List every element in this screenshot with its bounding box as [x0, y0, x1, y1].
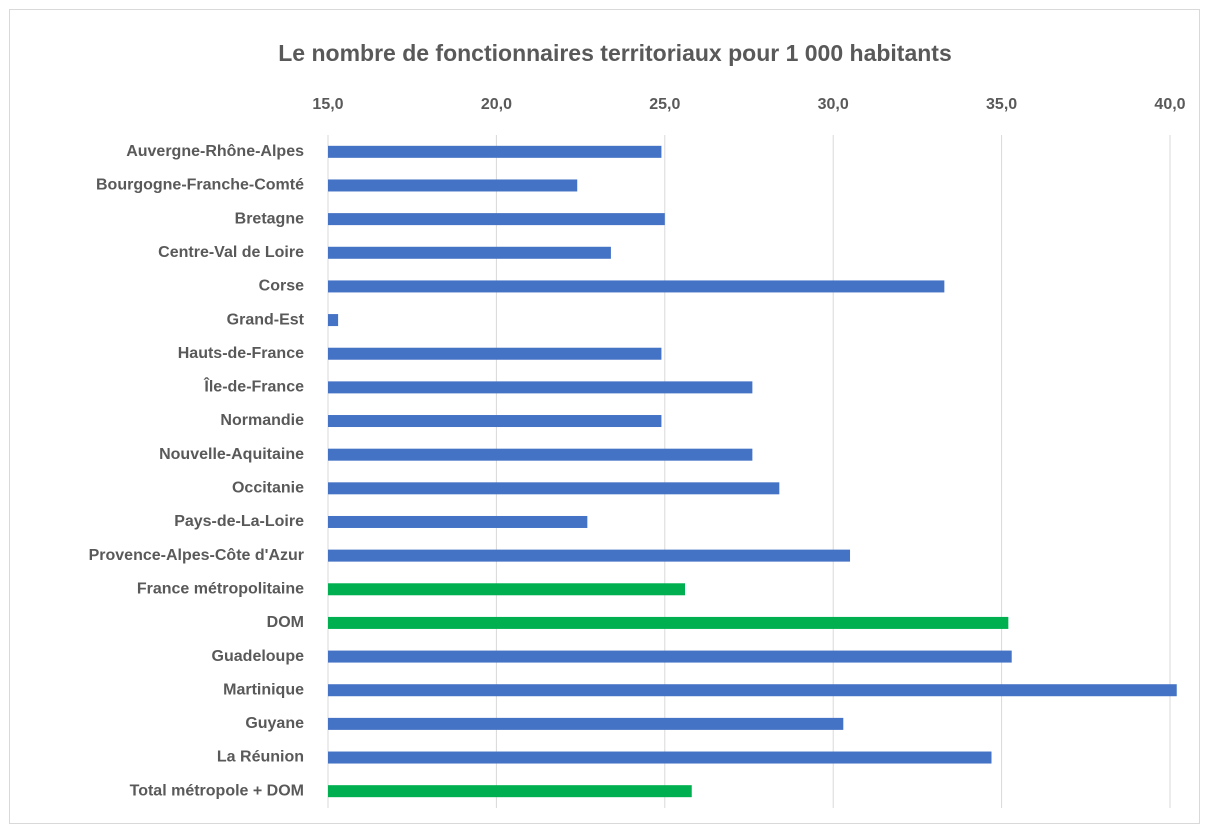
y-tick-label: France métropolitaine	[137, 580, 304, 597]
bar	[328, 145, 662, 158]
x-tick-label: 40,0	[1154, 96, 1185, 113]
y-tick-label: Bretagne	[235, 210, 304, 227]
bar	[328, 616, 1009, 629]
y-tick-label: Martinique	[223, 681, 304, 698]
y-tick-label: Île-de-France	[203, 377, 304, 396]
x-tick-label: 30,0	[818, 96, 849, 113]
bar	[328, 448, 753, 461]
bar	[328, 650, 1012, 663]
x-tick-label: 20,0	[481, 96, 512, 113]
y-tick-label: La Réunion	[217, 749, 304, 766]
bar	[328, 717, 844, 730]
x-tick-label: 15,0	[312, 96, 343, 113]
bar	[328, 583, 686, 596]
y-tick-label: Nouvelle-Aquitaine	[159, 446, 304, 463]
bar	[328, 381, 753, 394]
y-tick-label: Pays-de-La-Loire	[174, 513, 304, 530]
bar	[328, 246, 611, 259]
y-tick-label: Total métropole + DOM	[130, 782, 304, 799]
y-tick-label: Centre-Val de Loire	[158, 244, 304, 261]
x-tick-label: 25,0	[649, 96, 680, 113]
y-tick-label: DOM	[267, 614, 304, 631]
bar	[328, 482, 780, 495]
y-tick-label: Normandie	[220, 412, 304, 429]
bar	[328, 347, 662, 360]
y-tick-label: Guadeloupe	[212, 648, 305, 665]
bar	[328, 515, 588, 528]
y-tick-label: Grand-Est	[227, 311, 305, 328]
bar	[328, 785, 692, 798]
bar	[328, 415, 662, 428]
bar	[328, 549, 851, 562]
bar	[328, 179, 578, 192]
y-tick-label: Hauts-de-France	[178, 345, 304, 362]
bar	[328, 751, 992, 764]
x-tick-label: 35,0	[986, 96, 1017, 113]
y-tick-label: Guyane	[245, 715, 304, 732]
y-tick-label: Bourgogne-Franche-Comté	[96, 177, 304, 194]
bar	[328, 684, 1177, 697]
bar	[328, 280, 945, 293]
y-tick-label: Auvergne-Rhône-Alpes	[126, 143, 304, 160]
y-tick-label: Provence-Alpes-Côte d'Azur	[89, 547, 304, 564]
bar	[328, 314, 339, 327]
y-tick-label: Occitanie	[232, 480, 304, 497]
y-tick-label: Corse	[259, 278, 304, 295]
bar	[328, 213, 665, 226]
chart-title: Le nombre de fonctionnaires territoriaux…	[278, 40, 952, 66]
